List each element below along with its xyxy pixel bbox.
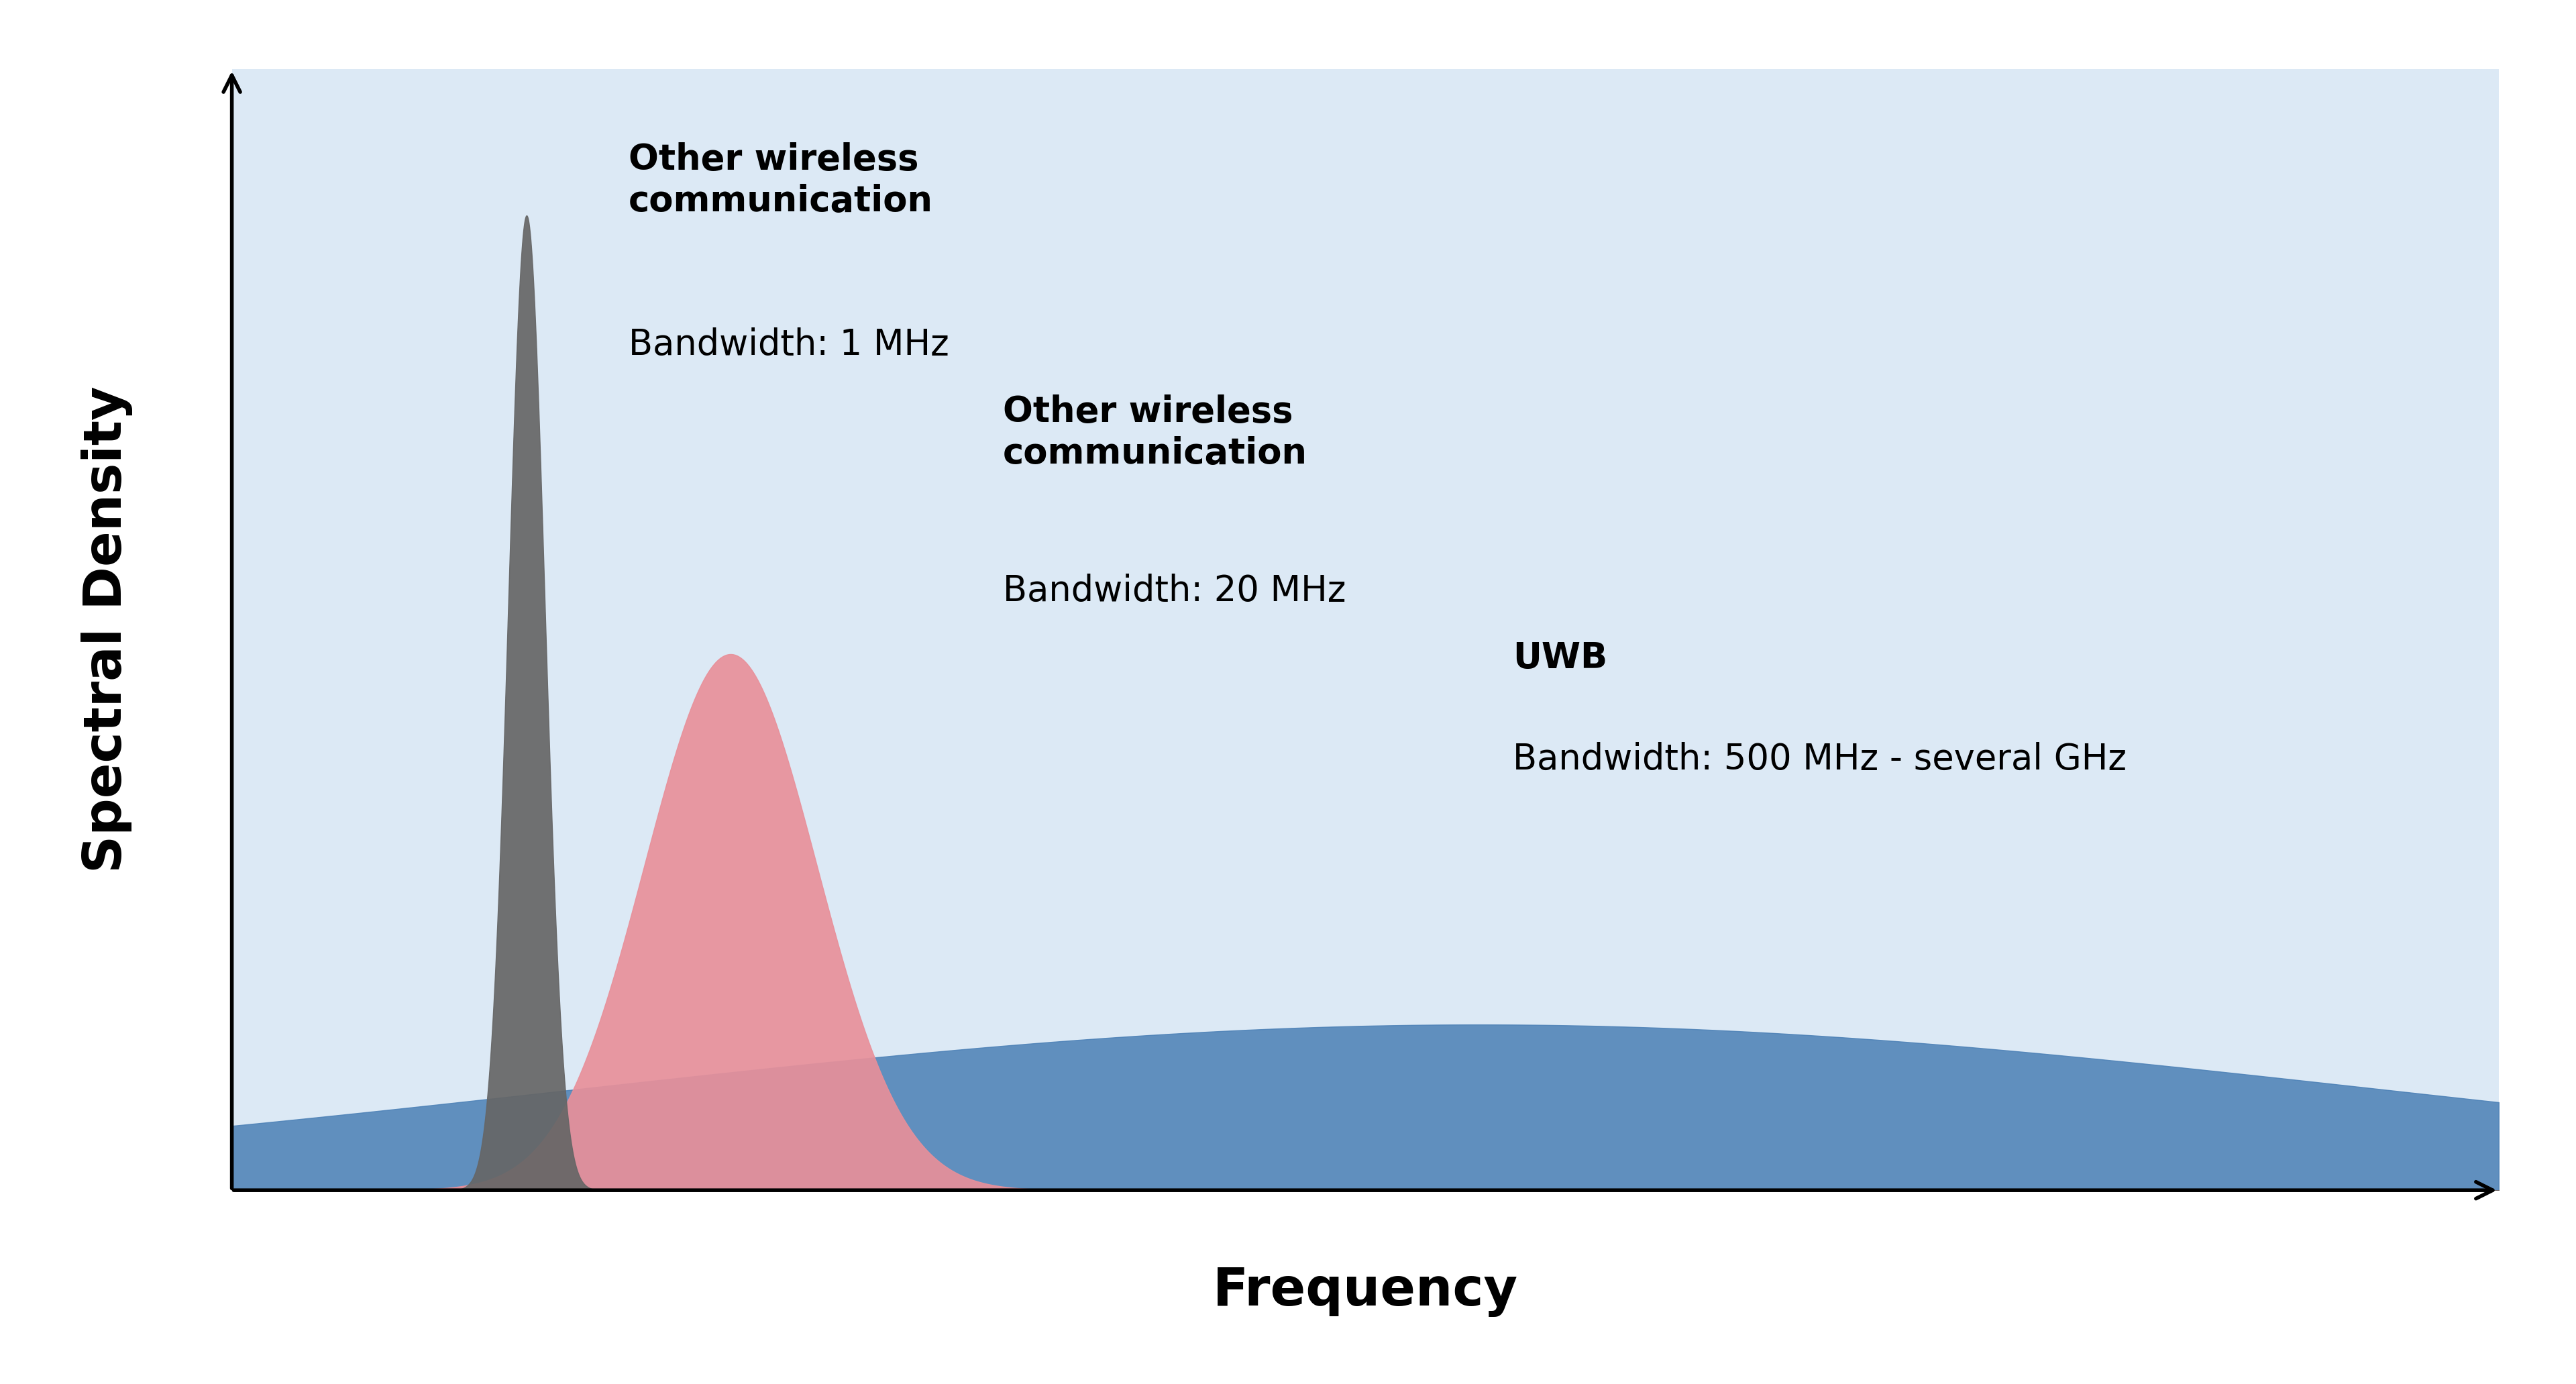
Text: Other wireless
communication: Other wireless communication bbox=[629, 143, 933, 219]
Text: UWB: UWB bbox=[1512, 641, 1607, 675]
Text: Frequency: Frequency bbox=[1213, 1265, 1517, 1316]
Text: Bandwidth: 1 MHz: Bandwidth: 1 MHz bbox=[629, 327, 948, 363]
Text: Bandwidth: 20 MHz: Bandwidth: 20 MHz bbox=[1002, 573, 1345, 609]
Text: Other wireless
communication: Other wireless communication bbox=[1002, 394, 1306, 471]
Text: Bandwidth: 500 MHz - several GHz: Bandwidth: 500 MHz - several GHz bbox=[1512, 742, 2125, 776]
Text: Spectral Density: Spectral Density bbox=[82, 386, 134, 873]
